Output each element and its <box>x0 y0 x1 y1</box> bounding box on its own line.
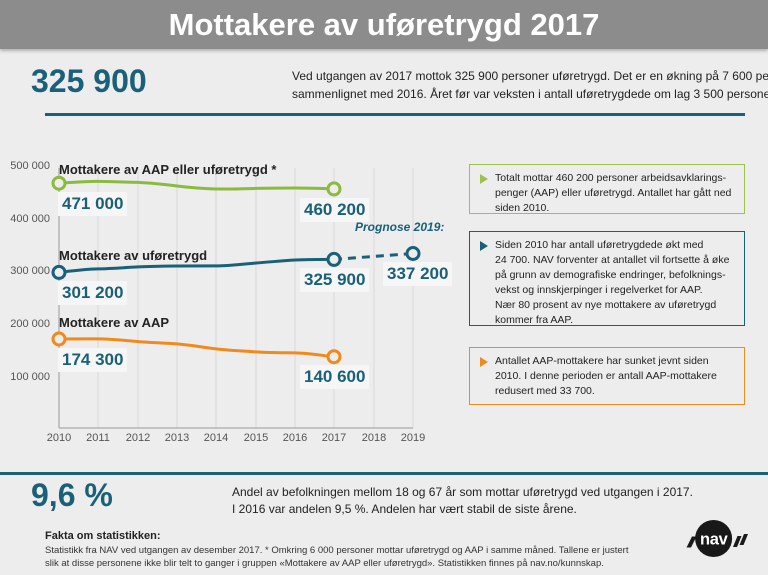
svg-text:nav: nav <box>700 530 729 548</box>
